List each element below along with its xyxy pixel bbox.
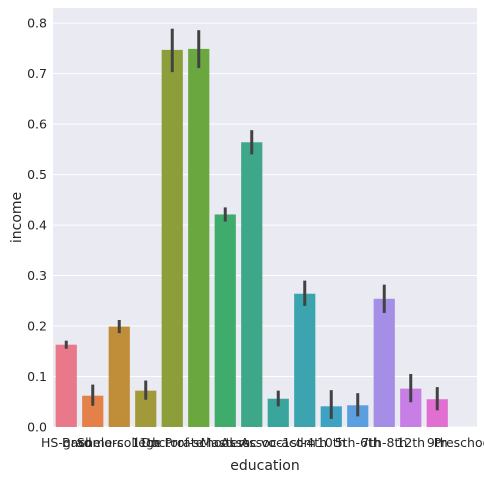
x-tick-labels: HS-gradBachelorsSome-college11thDoctorat… [41, 435, 484, 450]
x-tick-label: 10th [317, 435, 346, 450]
bar-doctorate [161, 49, 183, 428]
bar-prof-school [188, 48, 210, 428]
x-tick-label: Masters [201, 435, 250, 450]
x-tick-label: Preschool [434, 435, 484, 450]
x-tick-label: Doctorate [141, 435, 203, 450]
y-axis-label: income [9, 192, 25, 243]
bar-10th [294, 293, 316, 427]
bars [55, 48, 448, 428]
bar-some-college [82, 395, 104, 427]
x-tick-label: 1st-4th [282, 435, 327, 450]
x-tick-label: Assoc-acdm [241, 435, 316, 450]
bar-5th-6th [400, 388, 422, 427]
x-tick-label: Assoc-voc [221, 435, 283, 450]
x-tick-label: 7th-8th [361, 435, 407, 450]
bar-11th [267, 398, 289, 427]
bar-masters [135, 390, 157, 427]
x-tick-label: Bachelors [62, 435, 124, 450]
y-tick-label: 0.3 [27, 268, 47, 283]
x-tick-label: 12th [396, 435, 425, 450]
y-tick-label: 0.0 [27, 420, 47, 435]
y-tick-label: 0.5 [27, 167, 47, 182]
x-tick-label: Prof-school [165, 435, 233, 450]
x-tick-label: 9th [427, 435, 448, 450]
bar-12th [373, 298, 395, 427]
y-tick-label: 0.4 [27, 218, 47, 233]
bar-hs-grad [55, 344, 77, 427]
bar-assoc-voc [214, 214, 236, 427]
y-tick-label: 0.7 [27, 66, 47, 81]
x-axis-label: education [230, 458, 299, 474]
y-tick-labels: 0.0 0.1 0.2 0.3 0.4 0.5 0.6 0.7 0.8 [27, 16, 47, 435]
x-tick-label: HS-grad [41, 435, 92, 450]
y-tick-label: 0.6 [27, 117, 47, 132]
y-tick-label: 0.1 [27, 369, 47, 384]
y-tick-label: 0.8 [27, 16, 47, 31]
x-tick-label: 11th [131, 435, 160, 450]
error-bars [64, 28, 439, 419]
bar-bachelors [108, 326, 130, 427]
bar-1st-4th [426, 399, 448, 427]
x-tick-label: Some-college [77, 435, 162, 450]
x-tick-label: 5th-6th [335, 435, 381, 450]
y-tick-label: 0.2 [27, 319, 47, 334]
bar-assoc-acdm [241, 142, 263, 427]
